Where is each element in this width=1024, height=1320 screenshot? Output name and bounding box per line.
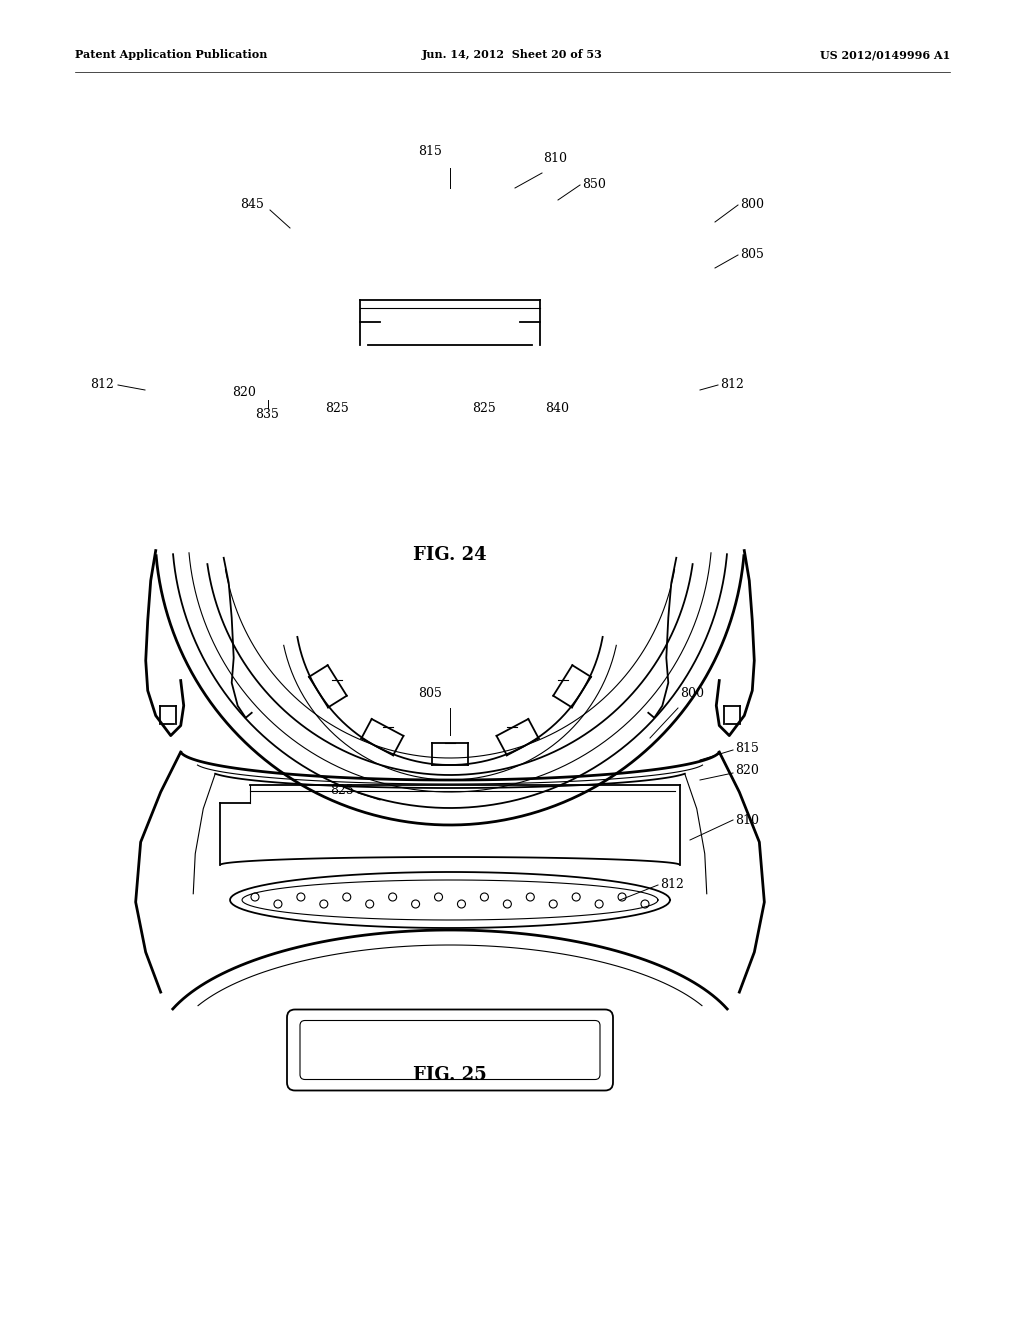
Text: FIG. 25: FIG. 25 [413, 1067, 486, 1084]
Text: Patent Application Publication: Patent Application Publication [75, 49, 267, 61]
Text: 845: 845 [240, 198, 264, 211]
Text: 825: 825 [325, 401, 349, 414]
Text: Jun. 14, 2012  Sheet 20 of 53: Jun. 14, 2012 Sheet 20 of 53 [422, 49, 602, 61]
Text: 815: 815 [418, 145, 442, 158]
Text: 825: 825 [330, 784, 353, 796]
Text: 805: 805 [418, 686, 442, 700]
Text: FIG. 24: FIG. 24 [414, 546, 486, 564]
Text: 825: 825 [472, 401, 496, 414]
Text: 810: 810 [543, 152, 567, 165]
Text: 800: 800 [740, 198, 764, 211]
Text: 812: 812 [90, 379, 114, 392]
Text: 800: 800 [680, 686, 705, 700]
Text: 840: 840 [545, 401, 569, 414]
Text: 815: 815 [735, 742, 759, 755]
Text: 820: 820 [735, 763, 759, 776]
Text: 810: 810 [735, 813, 759, 826]
Text: 805: 805 [740, 248, 764, 261]
Text: 812: 812 [720, 379, 743, 392]
Text: 820: 820 [232, 385, 256, 399]
Text: 812: 812 [660, 879, 684, 891]
FancyBboxPatch shape [300, 1020, 600, 1080]
Text: 835: 835 [255, 408, 279, 421]
FancyBboxPatch shape [287, 1010, 613, 1090]
Text: US 2012/0149996 A1: US 2012/0149996 A1 [820, 49, 950, 61]
Text: 850: 850 [582, 178, 606, 191]
